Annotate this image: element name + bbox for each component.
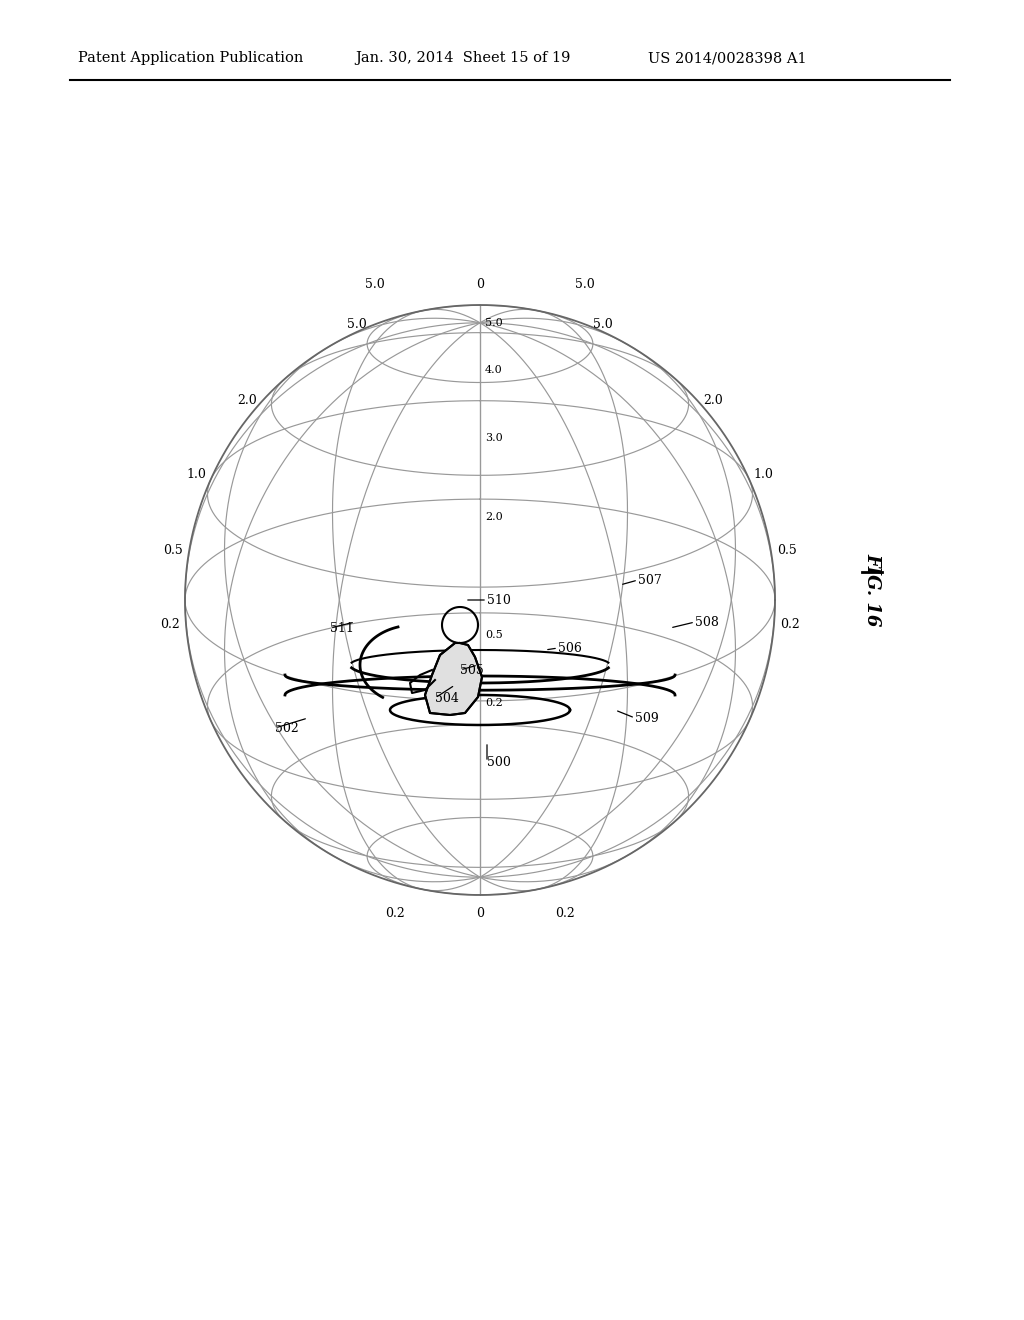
Text: 0.2: 0.2 — [555, 907, 574, 920]
Text: 510: 510 — [487, 594, 511, 606]
Text: 511: 511 — [330, 622, 354, 635]
Text: 0.2: 0.2 — [780, 619, 800, 631]
Text: 507: 507 — [638, 573, 662, 586]
Text: 502: 502 — [275, 722, 299, 734]
Text: 2.0: 2.0 — [702, 393, 723, 407]
Text: 0.2: 0.2 — [161, 619, 180, 631]
Text: 0.2: 0.2 — [485, 698, 503, 709]
Text: 5.0: 5.0 — [366, 279, 385, 290]
Text: 508: 508 — [695, 615, 719, 628]
Text: Jan. 30, 2014  Sheet 15 of 19: Jan. 30, 2014 Sheet 15 of 19 — [355, 51, 570, 65]
Text: Patent Application Publication: Patent Application Publication — [78, 51, 303, 65]
Text: 4.0: 4.0 — [485, 364, 503, 375]
Text: 5.0: 5.0 — [593, 318, 612, 331]
Text: 0.5: 0.5 — [164, 544, 183, 557]
Text: 0.2: 0.2 — [385, 907, 404, 920]
Text: 500: 500 — [487, 755, 511, 768]
Text: 5.0: 5.0 — [485, 318, 503, 327]
Text: 1.0: 1.0 — [754, 469, 773, 482]
Polygon shape — [425, 643, 482, 715]
Text: 506: 506 — [558, 642, 582, 655]
Text: 1.0: 1.0 — [187, 469, 207, 482]
Text: 0.5: 0.5 — [485, 631, 503, 640]
Text: US 2014/0028398 A1: US 2014/0028398 A1 — [648, 51, 807, 65]
Text: 2.0: 2.0 — [485, 512, 503, 523]
Text: 0: 0 — [476, 907, 484, 920]
Text: 2.0: 2.0 — [238, 393, 257, 407]
Text: 504: 504 — [435, 692, 459, 705]
Text: 509: 509 — [635, 711, 658, 725]
Text: 0.5: 0.5 — [777, 544, 797, 557]
Text: 0: 0 — [476, 279, 484, 290]
Text: 505: 505 — [460, 664, 483, 676]
Text: FIG. 16: FIG. 16 — [863, 553, 881, 627]
Text: 3.0: 3.0 — [485, 433, 503, 442]
Text: 5.0: 5.0 — [575, 279, 595, 290]
Text: 5.0: 5.0 — [347, 318, 368, 331]
